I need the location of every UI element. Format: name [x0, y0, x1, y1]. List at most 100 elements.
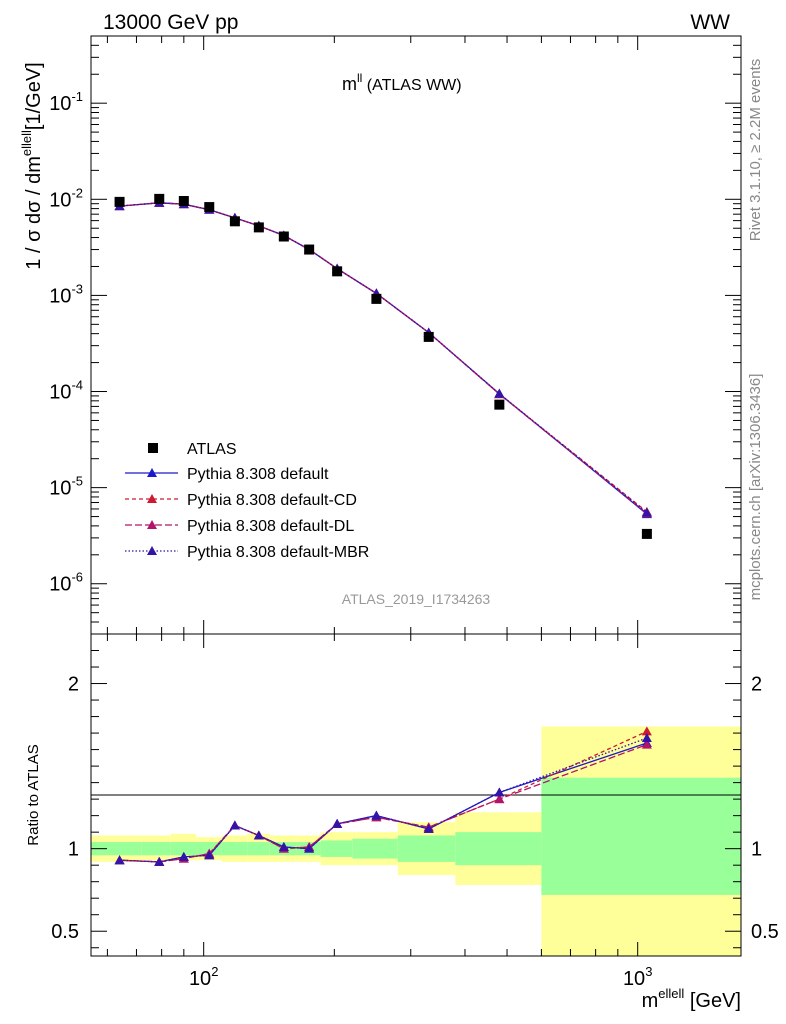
header-right: WW	[690, 11, 730, 34]
ratio-uncertainty-bands	[91, 726, 741, 956]
green-band	[541, 777, 741, 895]
main-y-label-a: 1 / σ dσ / dm	[23, 156, 45, 270]
watermark: ATLAS_2019_I1734263	[342, 591, 491, 607]
green-band	[352, 838, 398, 859]
rivet-label: Rivet 3.1.10, ≥ 2.2M events	[747, 59, 764, 242]
ratio-default-dl-point	[641, 739, 652, 749]
green-band	[247, 842, 270, 856]
plot-title-sup: ll	[357, 71, 362, 85]
x-tick-label-exp: 2	[211, 964, 218, 979]
atlas-point	[423, 331, 434, 342]
x-tick-label-base: 10	[623, 968, 645, 990]
ratio-default-mbr-point	[304, 843, 315, 853]
x-label-b: [GeV]	[684, 990, 741, 1012]
ratio-default-mbr-point	[278, 842, 289, 852]
main-y-tick-label-base: 10	[49, 574, 71, 596]
legend-marker-atlas	[148, 443, 158, 453]
ratio-default-mbr-point	[204, 850, 215, 860]
main-y-tick-label-base: 10	[49, 93, 71, 115]
ratio-y-tick-label-right: 0.5	[751, 921, 779, 943]
atlas-point	[178, 195, 189, 206]
main-y-tick-label-exp: -4	[71, 378, 83, 393]
main-y-tick-label-base: 10	[49, 285, 71, 307]
ratio-default-dl-point	[494, 794, 505, 804]
ratio-y-tick-label: 1	[68, 839, 79, 861]
atlas-point	[278, 231, 289, 242]
atlas-point	[154, 193, 165, 204]
mcplots-label: mcplots.cern.ch [arXiv:1306.3436]	[747, 374, 764, 601]
green-band	[195, 842, 222, 856]
main-y-tick-label-base: 10	[49, 382, 71, 404]
main-y-label-b: [1/GeV]	[23, 62, 45, 130]
legend-marker-default-cd	[147, 494, 157, 503]
ratio-default-mbr-point	[154, 856, 165, 866]
green-band	[397, 835, 456, 862]
x-tick-label: 102	[189, 964, 218, 990]
ratio-y-tick-labels: 0.5 0.5 1 1 2 2	[51, 674, 779, 944]
series-default-mbr-point	[494, 388, 505, 398]
main-y-tick-label: 10-4	[49, 378, 83, 404]
legend-marker-default-dl	[147, 520, 157, 529]
atlas-point	[304, 244, 315, 255]
atlas-point	[641, 528, 652, 539]
main-y-axis-label: 1 / σ dσ / dmellell[1/GeV]	[19, 62, 45, 269]
ratio-default-mbr-point	[229, 820, 240, 830]
x-tick-labels: 102 103	[189, 964, 652, 990]
legend-label-default: Pythia 8.308 default	[187, 466, 329, 483]
atlas-point	[204, 202, 215, 213]
header-left: 13000 GeV pp	[103, 11, 238, 34]
green-band	[91, 842, 142, 856]
plot-title: mll (ATLAS WW)	[342, 71, 462, 94]
green-band	[320, 840, 353, 857]
ratio-default-mbr-point	[641, 733, 652, 743]
main-y-tick-label: 10-3	[49, 281, 83, 307]
x-tick-label-base: 10	[189, 968, 211, 990]
atlas-point	[494, 399, 505, 410]
x-tick-label: 103	[623, 964, 652, 990]
atlas-point	[114, 196, 125, 207]
plot-title-main: m	[342, 74, 357, 94]
ratio-default-mbr-point	[332, 818, 343, 828]
legend-label-default-dl: Pythia 8.308 default-DL	[187, 518, 354, 535]
x-label-sup: ellell	[658, 986, 684, 1001]
main-y-tick-label: 10-6	[49, 570, 83, 596]
main-tick-marks	[91, 35, 741, 635]
green-band	[221, 842, 248, 856]
ratio-default-mbr-point	[371, 810, 382, 820]
ratio-y-axis-label: Ratio to ATLAS	[25, 744, 42, 845]
main-y-tick-label-exp: -5	[71, 474, 83, 489]
green-band	[170, 842, 196, 856]
main-panel: 10-610-510-410-310-210-1 mll (ATLAS WW) …	[19, 35, 742, 635]
main-y-tick-label: 10-1	[49, 89, 83, 115]
main-y-label-sup: ellell	[19, 130, 34, 156]
ratio-y-tick-label-right: 1	[751, 839, 762, 861]
main-y-tick-label-exp: -6	[71, 570, 83, 585]
ratio-default-mbr-point	[253, 830, 264, 840]
green-band	[141, 842, 171, 856]
atlas-point	[332, 266, 343, 277]
main-y-tick-label-exp: -3	[71, 281, 83, 296]
main-y-tick-label: 10-2	[49, 185, 83, 211]
legend-marker-default	[147, 468, 157, 477]
x-tick-label-exp: 3	[645, 964, 652, 979]
ratio-panel: 0.5 0.51 12 2 102 103 Ratio to ATLAS mellell…	[25, 633, 779, 1012]
ratio-y-tick-label-right: 2	[751, 674, 762, 696]
atlas-point	[229, 216, 240, 227]
ratio-y-tick-label: 2	[68, 674, 79, 696]
ratio-default-mbr-point	[178, 851, 189, 861]
legend-label-atlas: ATLAS	[187, 441, 237, 458]
atlas-point	[371, 293, 382, 304]
ratio-series	[114, 726, 652, 866]
plot-title-rest: (ATLAS WW)	[362, 77, 461, 94]
green-band	[455, 832, 542, 866]
main-y-tick-label-exp: -2	[71, 185, 83, 200]
main-y-tick-label: 10-5	[49, 474, 83, 500]
legend-label-default-cd: Pythia 8.308 default-CD	[187, 492, 357, 509]
main-y-tick-label-base: 10	[49, 478, 71, 500]
legend-marker-default-mbr	[147, 546, 157, 555]
ratio-default-cd-point	[641, 726, 652, 736]
ratio-frame	[90, 633, 742, 957]
ratio-default-mbr-point	[494, 787, 505, 797]
atlas-point	[253, 222, 264, 233]
